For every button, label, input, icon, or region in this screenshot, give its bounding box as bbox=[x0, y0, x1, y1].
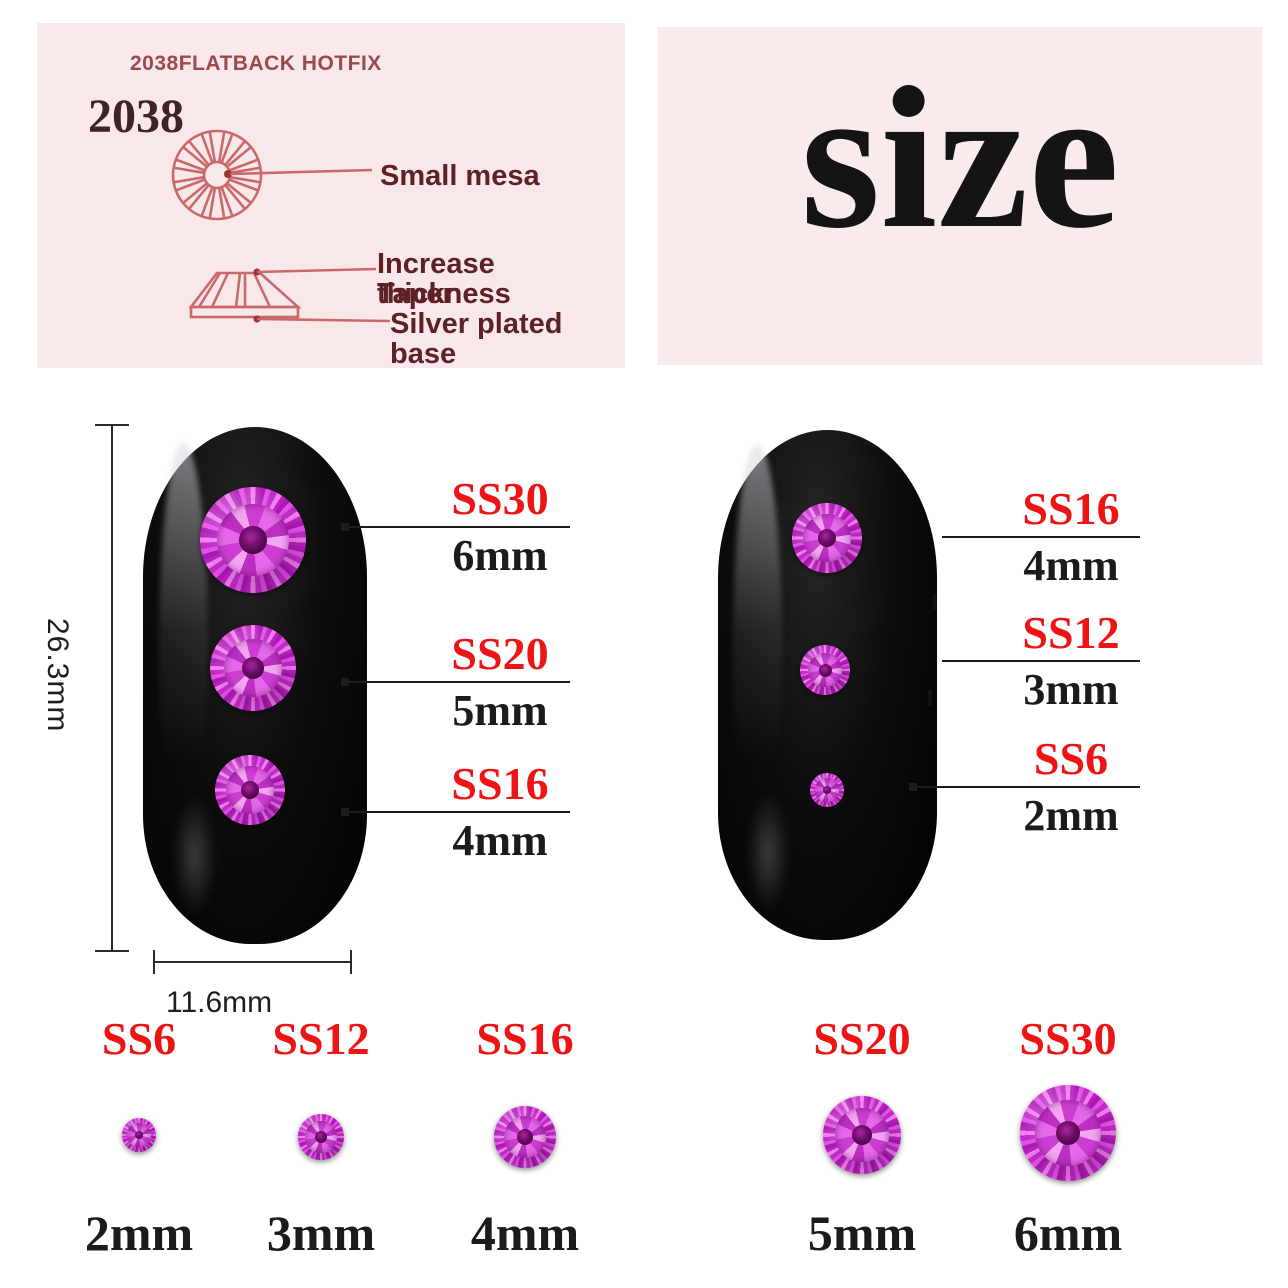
size-mm: 5mm bbox=[807, 1205, 917, 1261]
rhinestone-ss16-right bbox=[792, 503, 862, 573]
size-code: SS30 bbox=[1019, 1013, 1117, 1064]
rhinestone-sample-ss12 bbox=[298, 1114, 344, 1160]
size-code: SS20 bbox=[813, 1013, 911, 1064]
pointer-dot bbox=[341, 808, 349, 816]
i-dot bbox=[892, 85, 925, 117]
rhinestone-ss30 bbox=[200, 487, 306, 593]
size-chart-col-ss30: SS30 6mm bbox=[978, 1016, 1158, 1272]
edge-tick bbox=[928, 690, 932, 706]
size-mm: 3mm bbox=[266, 1205, 376, 1261]
size-title-post: ze bbox=[937, 44, 1120, 271]
size-title-i-stem: ı bbox=[880, 44, 938, 271]
callout-code: SS30 bbox=[451, 473, 549, 524]
callout-diameter: 4mm bbox=[452, 816, 548, 865]
callout-diameter: 4mm bbox=[1023, 541, 1119, 590]
pointer-line bbox=[345, 811, 570, 813]
mesa-pointer-dot bbox=[224, 170, 232, 178]
pointer-line bbox=[345, 681, 570, 683]
size-chart-col-ss20: SS20 5mm bbox=[772, 1016, 952, 1272]
callout-diameter: 5mm bbox=[452, 686, 548, 735]
pointer-line bbox=[913, 786, 1140, 788]
pointer-line bbox=[345, 526, 570, 528]
rhinestone-sample-ss30 bbox=[1020, 1085, 1116, 1181]
callout-diameter: 2mm bbox=[1023, 791, 1119, 840]
size-chart-col-ss16: SS16 4mm bbox=[435, 1016, 615, 1272]
size-mm: 6mm bbox=[1013, 1205, 1123, 1261]
callout-code: SS20 bbox=[451, 628, 549, 679]
pointer-line bbox=[942, 536, 1140, 538]
rhinestone-ss20 bbox=[210, 625, 296, 711]
rhinestone-sample-ss6 bbox=[122, 1118, 156, 1152]
model-number: 2038 bbox=[88, 90, 184, 143]
size-chart-col-ss6: SS6 2mm bbox=[49, 1016, 229, 1272]
rhinestone-sample-ss20 bbox=[823, 1096, 901, 1174]
size-mm: 4mm bbox=[470, 1205, 580, 1261]
rhinestone-sample-ss16 bbox=[494, 1106, 556, 1168]
callout-code: SS6 bbox=[1033, 733, 1109, 784]
pointer-dot bbox=[341, 523, 349, 531]
rhinestone-side-view-diagram bbox=[188, 267, 391, 323]
pointer-dot bbox=[909, 783, 917, 791]
mesa-label: Small mesa bbox=[380, 160, 540, 192]
size-title-pre: s bbox=[800, 44, 881, 271]
callout-diameter: 6mm bbox=[452, 531, 548, 580]
pointer-dot bbox=[341, 678, 349, 686]
length-dimension-line bbox=[111, 425, 113, 952]
rhinestone-ss12 bbox=[800, 645, 850, 695]
thickness-label: Increase thickness bbox=[377, 248, 511, 311]
size-title-panel: sıze bbox=[658, 27, 1262, 365]
size-mm: 2mm bbox=[84, 1205, 194, 1261]
rhinestone-ss16 bbox=[215, 755, 285, 825]
taper-label: Taper bbox=[377, 278, 454, 310]
size-title: sıze bbox=[801, 55, 1120, 260]
pointer-line bbox=[942, 660, 1140, 662]
size-code: SS16 bbox=[476, 1013, 574, 1064]
length-dim-cap-top bbox=[95, 424, 129, 426]
silver-base-label: Silver plated base bbox=[390, 308, 563, 371]
rhinestone-top-view-diagram bbox=[171, 129, 373, 221]
nail-length-label: 26.3mm bbox=[41, 618, 74, 733]
size-code: SS12 bbox=[272, 1013, 370, 1064]
width-dimension-line bbox=[154, 961, 352, 963]
callout-code: SS16 bbox=[451, 758, 549, 809]
spec-header: 2038FLATBACK HOTFIX bbox=[130, 52, 382, 75]
callout-code: SS12 bbox=[1022, 607, 1120, 658]
callout-code: SS16 bbox=[1022, 483, 1120, 534]
nail-width-label: 11.6mm bbox=[166, 986, 273, 1019]
size-code: SS6 bbox=[101, 1013, 177, 1064]
size-chart-col-ss12: SS12 3mm bbox=[231, 1016, 411, 1272]
spec-panel: 2038FLATBACK HOTFIX 2038 Small mesa Incr… bbox=[37, 23, 625, 371]
width-dim-cap-right bbox=[350, 950, 352, 974]
length-dim-cap-bottom bbox=[95, 950, 129, 952]
facet-spokes bbox=[174, 132, 260, 218]
width-dim-cap-left bbox=[153, 950, 155, 974]
edge-tick bbox=[933, 594, 937, 610]
rhinestone-ss6 bbox=[810, 773, 844, 807]
callout-diameter: 3mm bbox=[1023, 665, 1119, 714]
